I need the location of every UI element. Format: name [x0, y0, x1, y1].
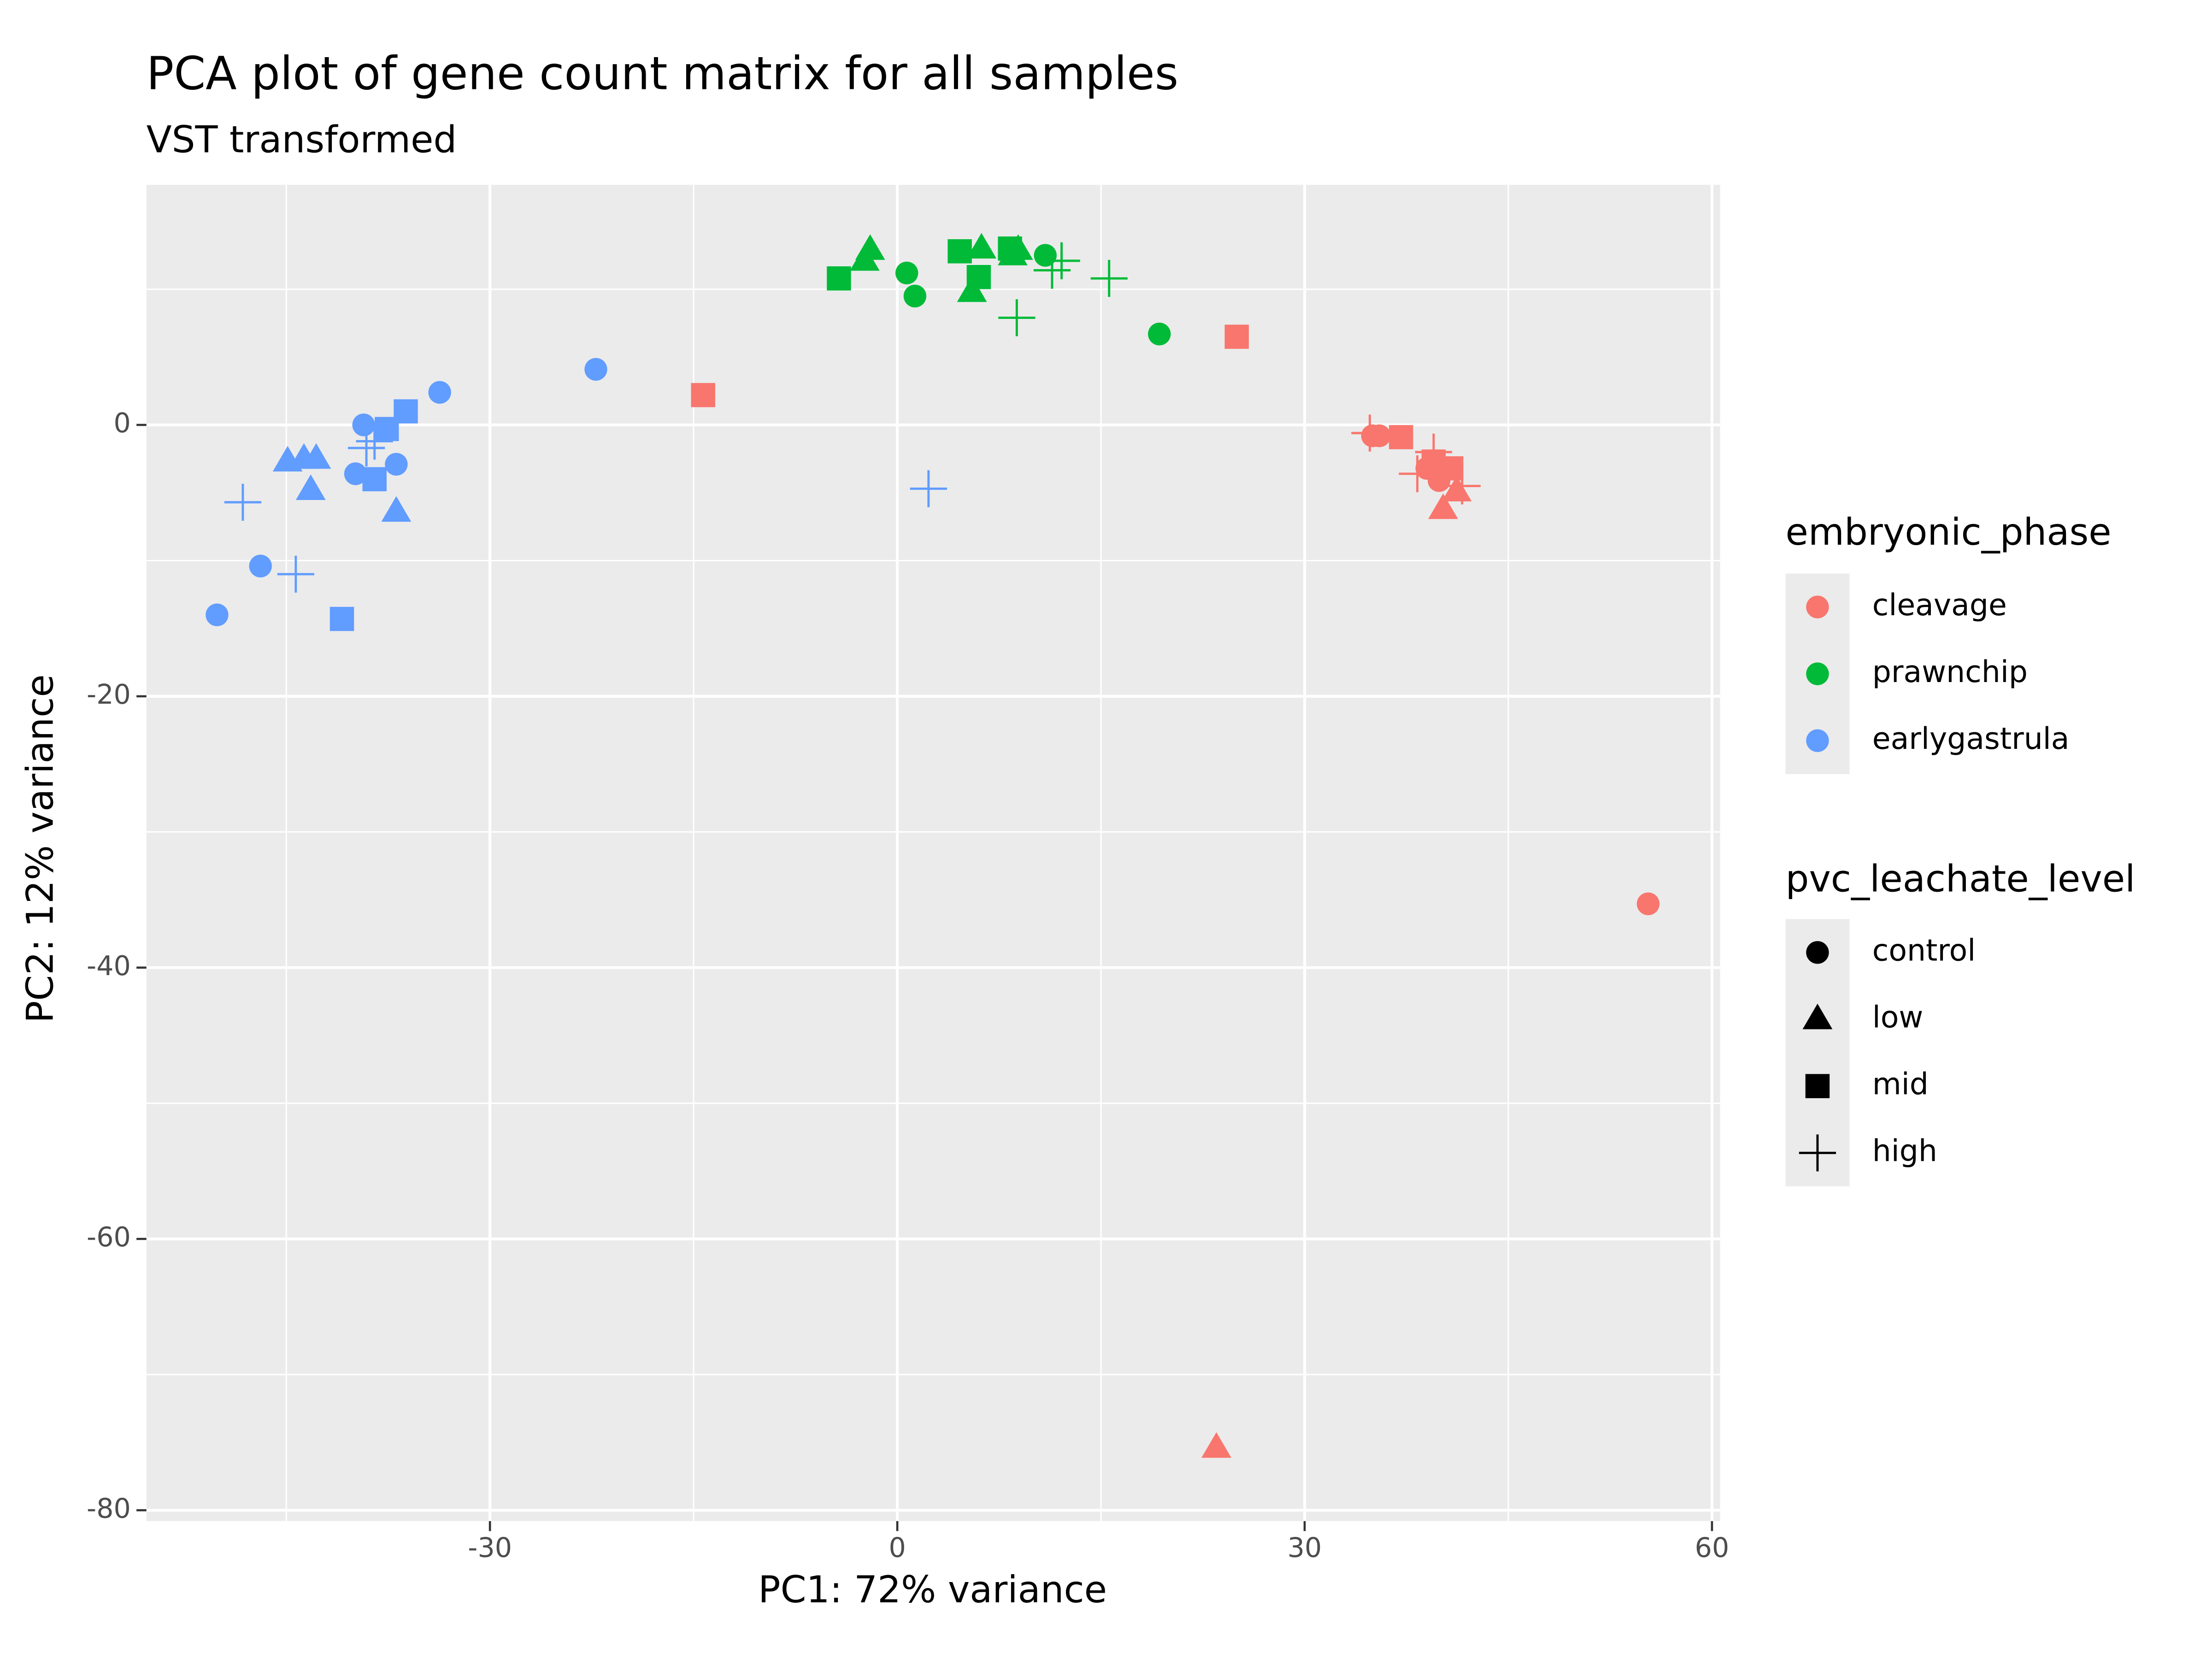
data-point [827, 266, 851, 291]
legend-label: cleavage [1872, 588, 2007, 623]
data-point [1201, 1432, 1231, 1458]
legend-label: low [1872, 1000, 1924, 1035]
data-point [352, 413, 375, 436]
y-tick-label: -20 [87, 679, 131, 710]
plot-panel [146, 185, 1720, 1521]
legend-symbol [1806, 662, 1829, 685]
data-point [947, 239, 972, 264]
data-point [375, 417, 399, 441]
data-point [584, 358, 607, 381]
data-point [1368, 424, 1391, 447]
data-point [1389, 425, 1413, 449]
legend-title: embryonic_phase [1786, 511, 2112, 553]
data-point [903, 284, 927, 308]
data-point [206, 603, 229, 626]
data-point [1224, 324, 1249, 349]
y-axis-title: PC2: 12% variance [19, 674, 62, 1023]
legend-label: earlygastrula [1872, 722, 2070, 756]
y-tick-label: -80 [87, 1493, 131, 1524]
x-tick-label: -30 [468, 1532, 512, 1564]
data-point [1636, 892, 1660, 915]
data-point [1441, 476, 1472, 501]
data-point [347, 429, 385, 467]
x-axis-title: PC1: 72% variance [758, 1568, 1107, 1611]
data-point [1003, 234, 1033, 260]
legend-symbol [1806, 729, 1829, 752]
data-point [1443, 467, 1481, 505]
data-point [277, 555, 314, 593]
legend-symbol [1799, 1134, 1836, 1171]
data-point [1399, 455, 1436, 493]
legend-title: pvc_leachate_level [1786, 858, 2136, 900]
y-tick-label: -40 [87, 950, 131, 982]
data-point [381, 496, 412, 522]
data-point [998, 299, 1035, 336]
data-point [301, 443, 331, 469]
chart-subtitle: VST transformed [147, 118, 457, 161]
data-point [329, 606, 354, 631]
data-point [249, 554, 272, 577]
data-point [957, 276, 987, 302]
legend-symbol [1802, 1003, 1833, 1030]
legend-label: control [1872, 933, 1976, 968]
data-point [1034, 244, 1057, 267]
data-point [1090, 260, 1128, 297]
y-tick-label: 0 [114, 407, 131, 439]
legend-label: mid [1872, 1067, 1929, 1101]
x-tick-label: 0 [888, 1532, 906, 1564]
data-point [1043, 242, 1080, 279]
data-point [895, 261, 918, 285]
legend-symbol [1806, 941, 1829, 964]
legend-label: high [1872, 1134, 1937, 1168]
data-point [1351, 414, 1388, 452]
data-point [910, 470, 947, 507]
x-tick-label: 60 [1695, 1532, 1730, 1564]
x-tick-label: 30 [1288, 1532, 1322, 1564]
data-point [385, 453, 408, 476]
y-tick-label: -60 [87, 1222, 131, 1253]
data-point [1428, 469, 1451, 492]
data-point [428, 381, 451, 404]
data-point [691, 383, 715, 407]
data-point [356, 423, 393, 460]
data-point [224, 483, 262, 521]
data-point [855, 234, 885, 260]
chart-title: PCA plot of gene count matrix for all sa… [147, 47, 1178, 100]
data-point [1148, 323, 1171, 346]
legend-label: prawnchip [1872, 655, 2028, 689]
data-point [1033, 252, 1071, 289]
legend-symbol [1806, 595, 1829, 618]
data-point [362, 467, 387, 492]
legend-symbol [1805, 1074, 1830, 1099]
data-point [1428, 493, 1458, 519]
data-point [295, 474, 326, 500]
data-point [344, 462, 367, 485]
data-point [966, 233, 997, 259]
